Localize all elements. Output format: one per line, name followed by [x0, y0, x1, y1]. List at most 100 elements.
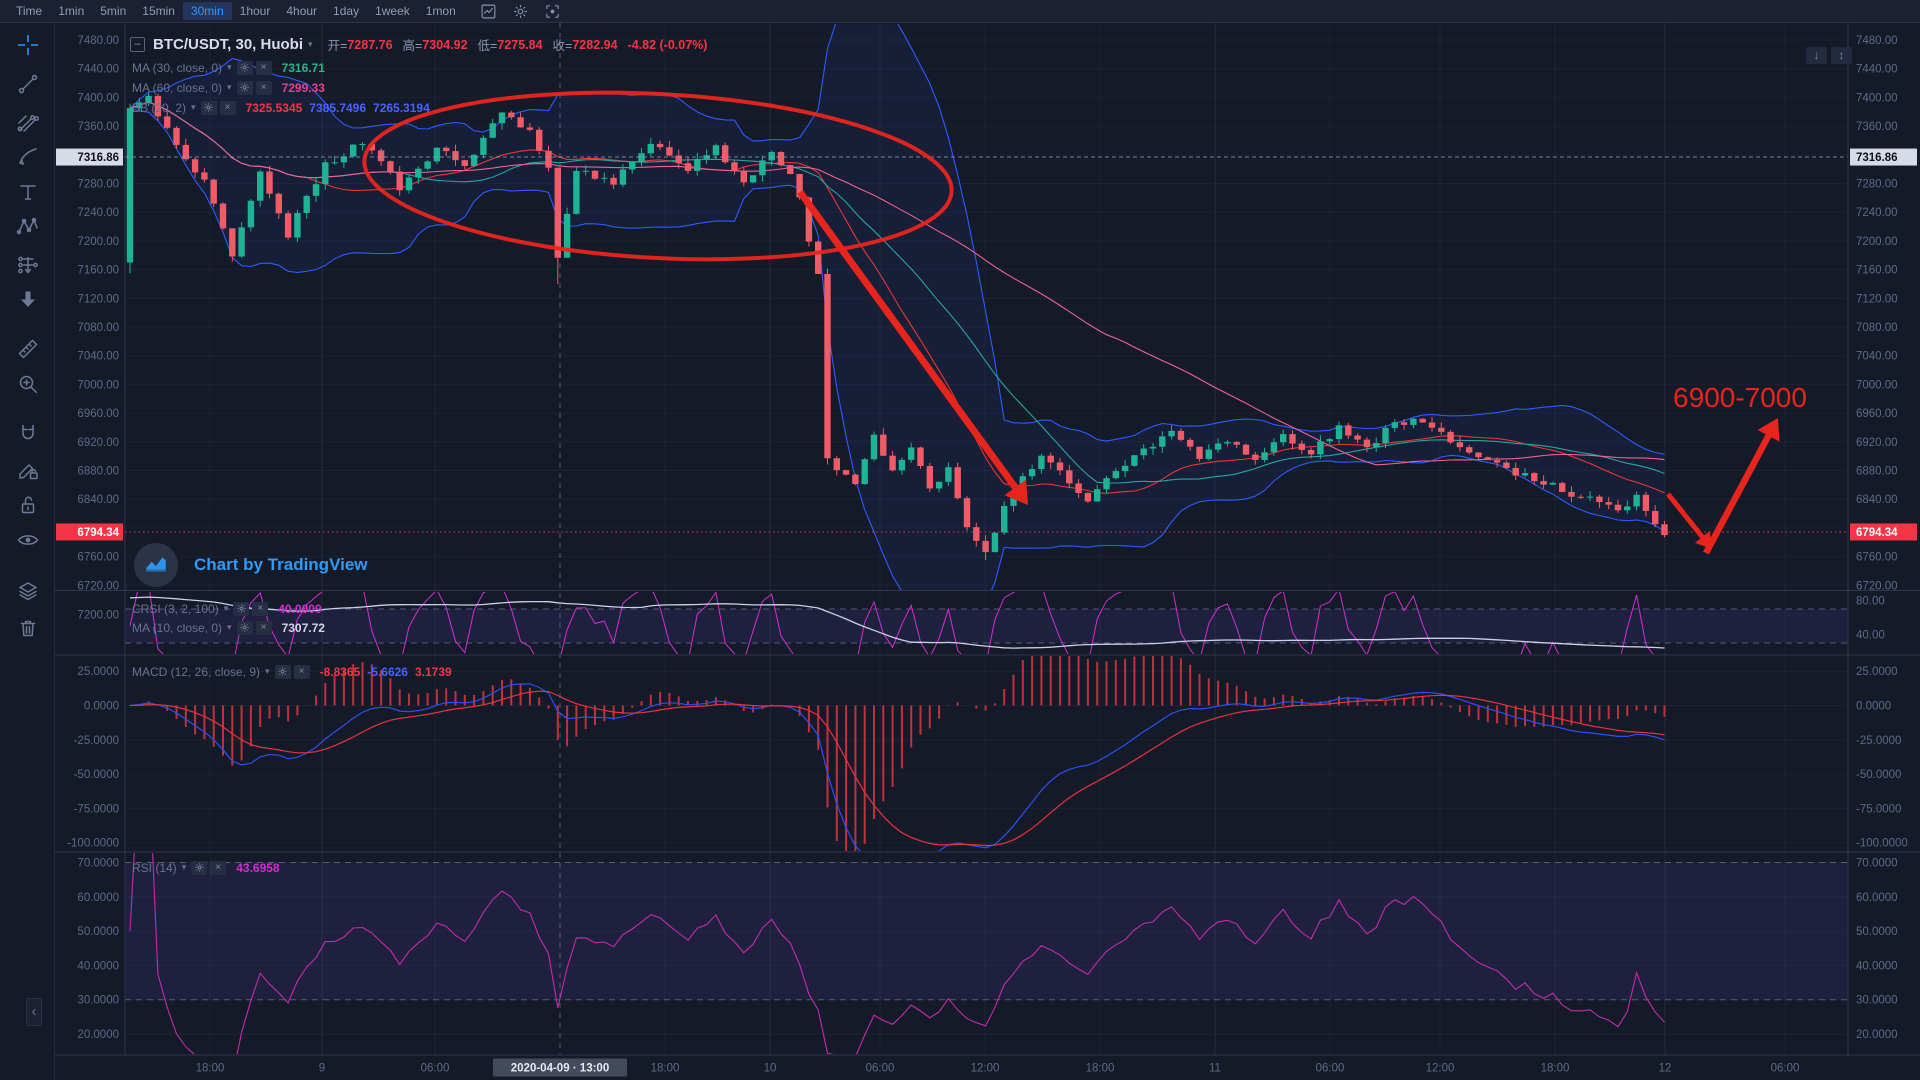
close-value: 7282.94	[572, 37, 618, 52]
axis-tick-label: 7120.00	[1856, 293, 1898, 305]
pitchfork-tool-icon[interactable]	[14, 108, 41, 135]
zoom-in-tool-icon[interactable]	[14, 370, 41, 397]
axis-tick-label: 7160.00	[77, 265, 119, 277]
settings-gear-icon[interactable]	[233, 601, 250, 616]
timeframe-1hour[interactable]: 1hour	[239, 4, 271, 18]
bb-label[interactable]: BB (20, 2)	[132, 100, 187, 115]
timeframe-30min[interactable]: 30min	[182, 2, 232, 20]
axis-tick-label: 7280.00	[77, 179, 119, 191]
chevron-down-icon[interactable]: ▾	[227, 82, 232, 92]
macd-signal-value: 3.1739	[414, 664, 452, 679]
settings-gear-icon[interactable]	[274, 664, 291, 679]
axis-tick-label: 7000.00	[1856, 379, 1898, 391]
drawn-ellipse[interactable]	[360, 79, 956, 274]
axis-tick-label: 6880.00	[1856, 466, 1898, 478]
legend-macd: MACD (12, 26, close, 9) ▾ × -8.8365 -5.6…	[132, 663, 452, 680]
settings-gear-icon[interactable]	[236, 620, 253, 635]
scale-buttons: ↓ ↕	[1806, 47, 1852, 64]
timeframe-1week[interactable]: 1week	[375, 4, 410, 18]
rsi-value: 43.6958	[236, 860, 280, 875]
chevron-down-icon[interactable]: ▾	[265, 666, 270, 676]
crosshair-tool-icon[interactable]	[14, 31, 41, 58]
symbol-title[interactable]: BTC/USDT, 30, Huobi	[153, 36, 304, 53]
tradingview-watermark[interactable]: Chart by TradingView	[134, 543, 368, 587]
close-icon[interactable]: ×	[219, 100, 236, 115]
trend-line-tool-icon[interactable]	[14, 70, 41, 97]
interval-toolbar: Time 1min 5min 15min 30min 1hour 4hour 1day 1wee…	[0, 0, 1920, 23]
axis-tick-label: 6840.00	[1856, 494, 1898, 506]
axis-tick-label: 06:00	[421, 1063, 450, 1075]
eye-tool-icon[interactable]	[14, 526, 41, 553]
indicator-chart-icon[interactable]	[480, 3, 497, 20]
close-icon[interactable]: ×	[210, 860, 227, 875]
text-tool-icon[interactable]	[14, 178, 41, 205]
price-tag	[1850, 523, 1917, 541]
chevron-down-icon[interactable]: ▾	[223, 603, 229, 613]
ruler-tool-icon[interactable]	[14, 335, 41, 362]
drawn-arrow[interactable]	[1666, 492, 1705, 539]
axis-tick-label: 18:00	[1541, 1063, 1570, 1075]
brush-tool-icon[interactable]	[14, 142, 41, 169]
screenshot-icon[interactable]	[544, 3, 561, 20]
chevron-down-icon[interactable]: ▾	[227, 622, 232, 632]
axis-tick-label: -100.0000	[1856, 838, 1908, 850]
chevron-down-icon[interactable]: ▾	[181, 862, 187, 872]
timeframe-1day[interactable]: 1day	[333, 4, 360, 18]
axis-tick-label: 18:00	[1086, 1063, 1115, 1075]
axis-tick-label: -50.0000	[1856, 769, 1901, 781]
arrow-down-tool-icon[interactable]	[14, 286, 41, 313]
rsi-label[interactable]: RSI (14)	[132, 860, 177, 875]
axis-tick-label: 0.0000	[84, 701, 119, 713]
timeframe-1mon[interactable]: 1mon	[425, 4, 456, 18]
timeframe-15min[interactable]: 15min	[142, 4, 175, 18]
collapse-legend-icon[interactable]: –	[130, 37, 145, 52]
timeframe-4hour[interactable]: 4hour	[286, 4, 318, 18]
timeframe-time[interactable]: Time	[16, 4, 43, 18]
layers-tool-icon[interactable]	[14, 577, 41, 604]
forecast-tool-icon[interactable]	[14, 251, 41, 278]
timeframe-1min[interactable]: 1min	[58, 4, 85, 18]
axis-tick-label: 80.00	[1856, 596, 1885, 608]
edit-lock-tool-icon[interactable]	[14, 456, 41, 483]
xabcd-pattern-tool-icon[interactable]	[14, 213, 41, 240]
close-icon[interactable]: ×	[252, 601, 269, 616]
collapse-panel-button[interactable]: ‹	[26, 998, 42, 1026]
scroll-down-button[interactable]: ↓	[1806, 47, 1827, 64]
magnet-tool-icon[interactable]	[14, 420, 41, 447]
chevron-down-icon[interactable]: ▾	[191, 102, 196, 112]
close-icon[interactable]: ×	[255, 620, 272, 635]
unlock-tool-icon[interactable]	[14, 491, 41, 518]
ma10-label[interactable]: MA (10, close, 0)	[132, 620, 223, 635]
close-icon[interactable]: ×	[255, 60, 272, 75]
drawn-text-label[interactable]: 6900-7000	[1673, 382, 1807, 413]
axis-tick-label: 7316.86	[1856, 152, 1898, 164]
drawn-arrow[interactable]	[797, 189, 1019, 490]
drawn-arrow-head	[1004, 479, 1028, 505]
axis-tick-label: 12	[1659, 1063, 1672, 1075]
crsi-label[interactable]: CRSI (3, 2, 100)	[132, 601, 219, 616]
settings-gear-icon[interactable]	[200, 100, 217, 115]
legend-ma10: MA (10, close, 0) ▾ × 7307.72	[132, 619, 325, 636]
macd-label[interactable]: MACD (12, 26, close, 9)	[132, 664, 261, 679]
auto-scale-button[interactable]: ↕	[1831, 47, 1852, 64]
settings-gear-icon[interactable]	[236, 60, 253, 75]
ma30-label[interactable]: MA (30, close, 0)	[132, 60, 223, 75]
timeframe-5min[interactable]: 5min	[100, 4, 127, 18]
chevron-down-icon[interactable]: ▾	[308, 39, 313, 49]
settings-gear-icon[interactable]	[236, 80, 253, 95]
drawn-arrow[interactable]	[1703, 434, 1772, 555]
crsi-line	[129, 592, 1654, 654]
ma10-line	[129, 596, 1665, 649]
settings-gear-icon[interactable]	[191, 860, 208, 875]
axis-tick-label: 7000.00	[77, 379, 119, 391]
settings-gear-icon[interactable]	[512, 3, 529, 20]
trash-tool-icon[interactable]	[14, 614, 41, 641]
close-icon[interactable]: ×	[293, 664, 310, 679]
close-icon[interactable]: ×	[255, 80, 272, 95]
chevron-down-icon[interactable]: ▾	[227, 62, 232, 72]
open-label: 开=	[327, 39, 348, 53]
ma60-label[interactable]: MA (60, close, 0)	[132, 80, 223, 95]
legend-rsi: RSI (14) ▾ × 43.6958	[132, 859, 280, 876]
